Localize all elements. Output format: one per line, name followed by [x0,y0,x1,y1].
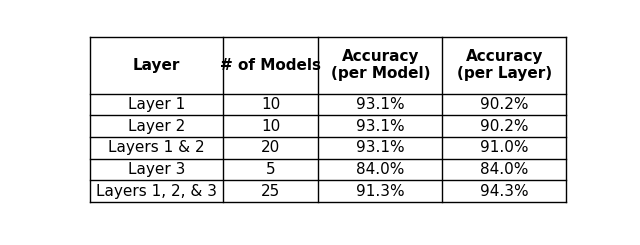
Text: 93.1%: 93.1% [356,140,404,155]
Text: 10: 10 [261,119,280,134]
Text: 91.3%: 91.3% [356,184,404,199]
Text: 91.0%: 91.0% [480,140,529,155]
Text: Layer 1: Layer 1 [128,97,185,112]
Text: 90.2%: 90.2% [480,119,529,134]
Text: 84.0%: 84.0% [480,162,529,177]
Text: 5: 5 [266,162,276,177]
Text: 25: 25 [261,184,280,199]
Text: Accuracy
(per Model): Accuracy (per Model) [331,49,430,81]
Text: 10: 10 [261,97,280,112]
Text: 84.0%: 84.0% [356,162,404,177]
Text: Layers 1 & 2: Layers 1 & 2 [108,140,205,155]
Text: 93.1%: 93.1% [356,119,404,134]
Text: 20: 20 [261,140,280,155]
Text: Layers 1, 2, & 3: Layers 1, 2, & 3 [96,184,217,199]
Text: Layer 3: Layer 3 [128,162,185,177]
Text: 93.1%: 93.1% [356,97,404,112]
Text: 94.3%: 94.3% [480,184,529,199]
Text: # of Models: # of Models [220,58,321,73]
Text: 90.2%: 90.2% [480,97,529,112]
Text: Layer: Layer [133,58,180,73]
Text: Accuracy
(per Layer): Accuracy (per Layer) [456,49,552,81]
Text: Layer 2: Layer 2 [128,119,185,134]
